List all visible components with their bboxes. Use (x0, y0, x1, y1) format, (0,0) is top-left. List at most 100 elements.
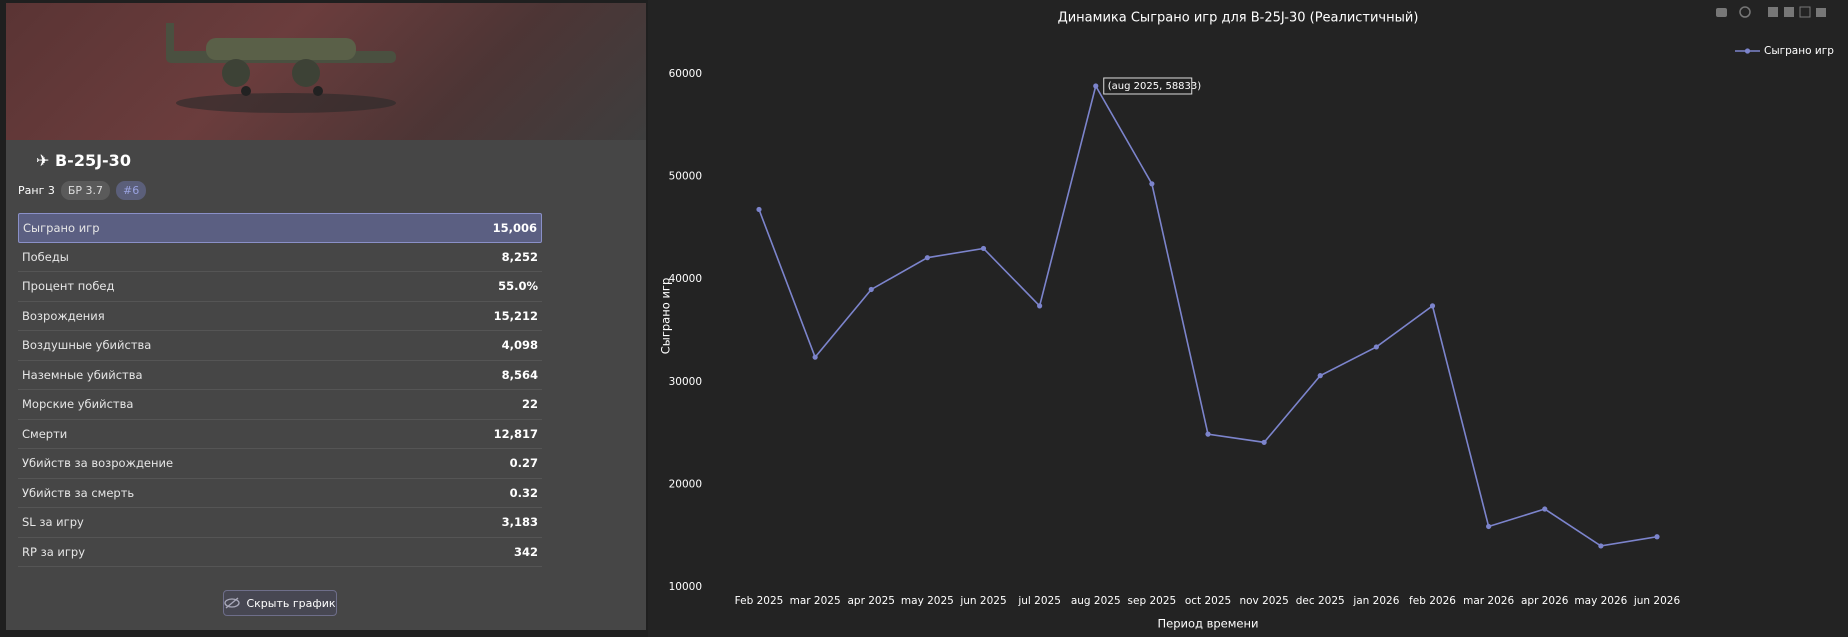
zoom-out-icon[interactable] (1784, 7, 1794, 17)
x-tick-label: feb 2026 (1409, 595, 1456, 607)
toolbar (1716, 6, 1826, 18)
data-point (980, 245, 987, 252)
data-point (1317, 373, 1323, 379)
stat-row: Сыграно игр 15,006 (18, 213, 542, 243)
stat-row: Наземные убийства 8,564 (18, 361, 542, 390)
x-axis-title: Период времени (1157, 617, 1258, 631)
x-tick-label: apr 2026 (1521, 595, 1569, 607)
stat-row: Воздушные убийства 4,098 (18, 331, 542, 361)
stat-value: 12,817 (493, 426, 538, 441)
stat-label: Возрождения (22, 308, 105, 323)
data-point (1149, 181, 1155, 187)
stat-value: 22 (521, 397, 538, 412)
stat-value: 15,212 (493, 308, 538, 323)
stat-value: 3,183 (501, 515, 538, 530)
stat-row: Победы 8,252 (18, 243, 542, 272)
vehicle-name-text: B-25J-30 (54, 151, 131, 170)
stat-row: SL за игру 3,183 (18, 508, 542, 538)
stat-row: Морские убийства 22 (18, 390, 542, 420)
stat-row: RP за игру 342 (18, 538, 542, 567)
stat-label: Убийств за возрождение (22, 456, 174, 471)
x-tick-label: jun 2025 (959, 595, 1006, 607)
stat-label: RP за игру (22, 544, 86, 559)
stat-label: Смерти (22, 426, 68, 441)
stat-row: Убийств за возрождение 0.27 (18, 449, 542, 479)
battle-rating: БР 3.7 (60, 181, 111, 200)
stats-table: Сыграно игр 15,006 Победы 8,252 Процент побе… (18, 213, 542, 567)
y-tick-label: 20000 (669, 478, 702, 490)
data-point (924, 255, 930, 261)
data-point (1429, 303, 1436, 309)
zoom-icon[interactable] (1739, 6, 1751, 18)
stat-row: Возрождения 15,212 (18, 302, 542, 331)
vehicle-panel: ✈ B-25J-30 Ранг 3 БР 3.7 #6 Сыграно игр 1… (6, 3, 646, 630)
stat-label: Убийств за смерть (22, 485, 135, 500)
data-point (812, 354, 818, 360)
stat-row: Смерти 12,817 (18, 420, 542, 449)
legend-label: Сыграно игр (1764, 45, 1834, 57)
chart-title: Динамика Сыграно игр для B-25J-30 (Реали… (1058, 11, 1419, 26)
camera-icon[interactable] (1716, 8, 1727, 17)
data-point (868, 286, 874, 293)
stat-row: Убийств за смерть 0.32 (18, 479, 542, 508)
data-point (1261, 439, 1267, 445)
stat-label: Воздушные убийства (22, 338, 152, 353)
stat-value: 55.0% (498, 279, 538, 294)
rank: Ранг 3 (18, 184, 55, 197)
stat-value: 0.32 (509, 485, 538, 500)
x-tick-label: jul 2025 (1017, 595, 1061, 607)
x-tick-label: nov 2025 (1239, 595, 1288, 607)
data-point (1373, 344, 1379, 350)
button-label: Скрыть график (246, 596, 336, 610)
x-tick-label: aug 2025 (1071, 595, 1121, 607)
eye-icon (224, 597, 241, 609)
x-tick-label: sep 2025 (1128, 595, 1177, 607)
x-tick-label: mar 2026 (1463, 595, 1514, 607)
rank-row: Ранг 3 БР 3.7 #6 (18, 181, 147, 200)
data-point (1542, 506, 1548, 512)
x-tick-label: Feb 2025 (735, 595, 784, 607)
x-tick-label: jan 2026 (1352, 595, 1399, 607)
data-point (1598, 543, 1604, 549)
aircraft-picture (166, 23, 396, 113)
zoom-in-icon[interactable] (1768, 7, 1778, 17)
stat-label: Сыграно игр (23, 220, 100, 235)
tooltip-box (1103, 77, 1193, 95)
home-icon[interactable] (1816, 8, 1826, 17)
chart-background (648, 0, 1848, 637)
tooltip-text: (aug 2025, 58833) (1108, 81, 1202, 92)
stat-value: 4,098 (501, 338, 538, 353)
x-tick-label: dec 2025 (1296, 595, 1345, 607)
x-tick-label: may 2026 (1574, 595, 1627, 607)
vehicle-image (6, 3, 646, 140)
x-tick-label: oct 2025 (1185, 595, 1231, 607)
data-point (1205, 431, 1211, 437)
y-tick-label: 10000 (669, 581, 702, 593)
data-point (1654, 534, 1660, 540)
y-tick-label: 60000 (669, 68, 702, 80)
chart: Динамика Сыграно игр для B-25J-30 (Реали… (648, 0, 1848, 637)
data-point (1486, 523, 1492, 530)
autoscale-icon[interactable] (1799, 6, 1811, 18)
stat-value: 15,006 (492, 220, 537, 235)
y-tick-label: 30000 (669, 376, 702, 388)
x-tick-label: may 2025 (901, 595, 954, 607)
stat-row: Процент побед 55.0% (18, 272, 542, 302)
stat-label: Победы (22, 249, 69, 264)
data-point (1093, 83, 1099, 89)
stat-value: 342 (513, 544, 538, 559)
stat-value: 0.27 (509, 456, 538, 471)
position: #6 (116, 181, 147, 200)
stat-label: Наземные убийства (22, 367, 143, 382)
vehicle-name: ✈ B-25J-30 (36, 151, 131, 170)
y-tick-label: 40000 (669, 273, 702, 285)
data-point (756, 206, 762, 213)
y-axis-title: Сыграно игр (659, 278, 673, 355)
x-tick-label: mar 2025 (790, 595, 841, 607)
stat-value: 8,564 (501, 367, 538, 382)
x-tick-label: apr 2025 (848, 595, 895, 607)
legend-marker (1744, 48, 1751, 54)
stat-label: SL за игру (22, 515, 84, 530)
stat-label: Морские убийства (22, 397, 134, 412)
hide-chart-button[interactable]: Скрыть график (223, 590, 337, 616)
